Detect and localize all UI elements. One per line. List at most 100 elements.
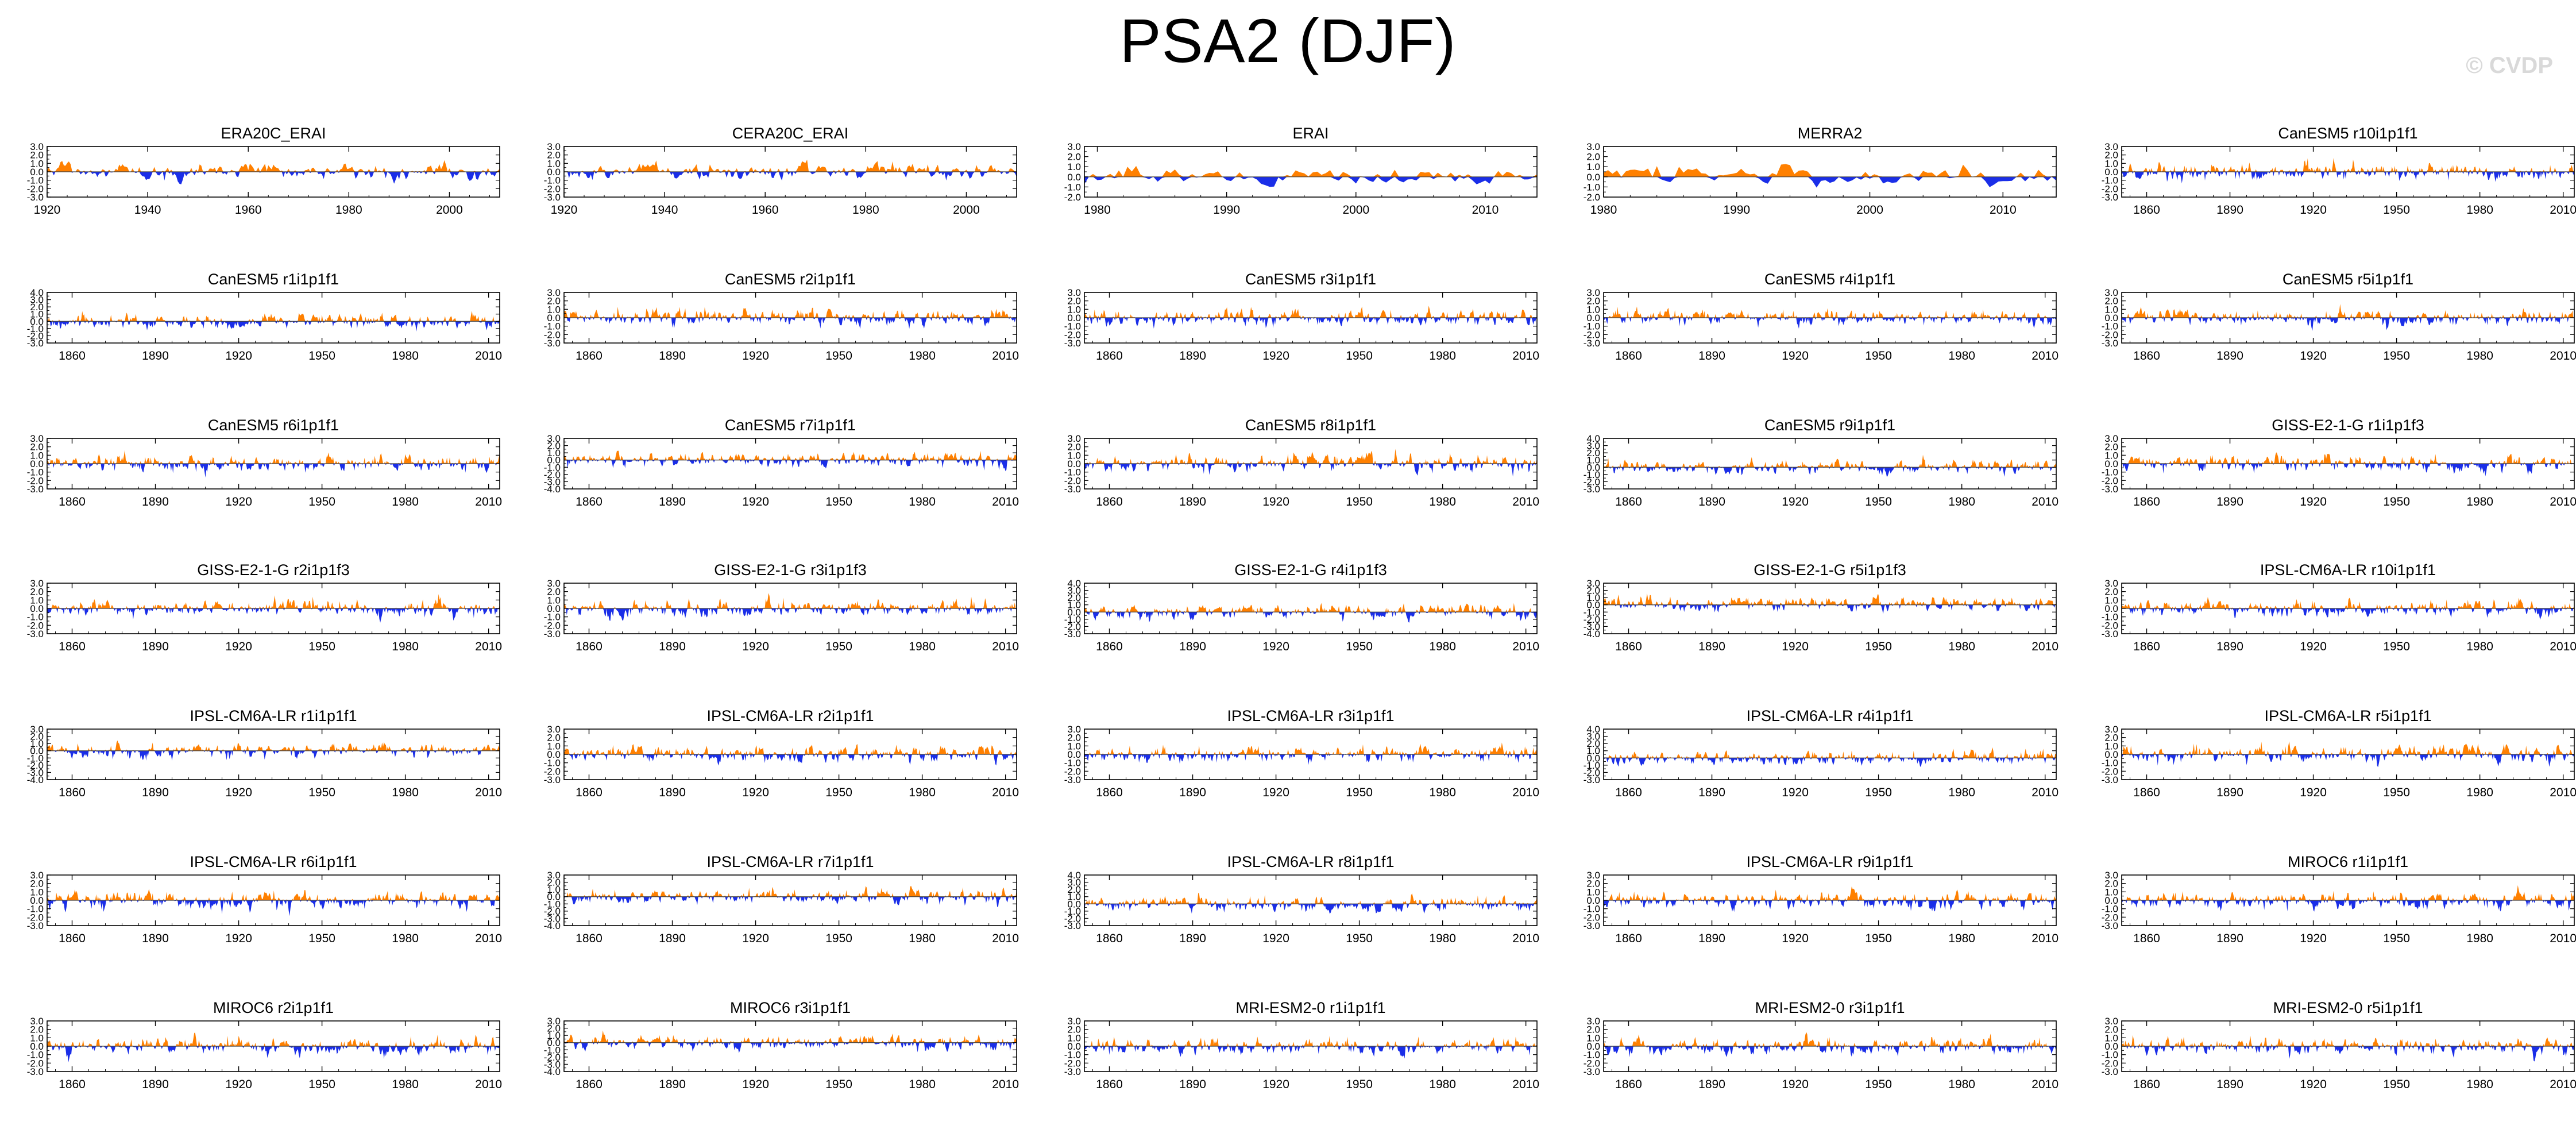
positive-area [564, 744, 1017, 754]
chart-panel: CanESM5 r10i1p1f13.02.01.00.0-1.0-2.0-3.… [2102, 125, 2576, 217]
positive-area [564, 160, 1017, 172]
x-tick-label: 1890 [1698, 1078, 1725, 1091]
x-tick-label: 2010 [1990, 203, 2017, 217]
x-tick-label: 1890 [659, 786, 686, 799]
x-tick-label: 2000 [953, 203, 980, 217]
chart-panel: MIROC6 r1i1p1f13.02.01.00.0-1.0-2.0-3.01… [2102, 853, 2576, 945]
x-tick-label: 1950 [825, 495, 852, 508]
x-tick-label: 1890 [142, 349, 169, 363]
x-tick-label: 1860 [59, 1078, 86, 1091]
x-tick-label: 1980 [909, 640, 936, 653]
negative-area [1084, 904, 1537, 914]
x-tick-label: 2010 [1512, 932, 1539, 945]
x-tick-label: 1980 [392, 932, 419, 945]
x-tick-label: 1920 [225, 495, 252, 508]
x-tick-label: 1950 [1865, 932, 1892, 945]
positive-area [1084, 893, 1537, 904]
x-tick-label: 1920 [2300, 786, 2327, 799]
chart-panel: CanESM5 r9i1p1f14.03.02.01.00.0-1.0-2.0-… [1584, 417, 2059, 508]
x-tick-label: 1950 [2383, 203, 2410, 217]
negative-area [1604, 318, 2056, 329]
negative-area [2122, 318, 2574, 331]
x-tick-label: 1860 [1096, 1078, 1123, 1091]
x-tick-label: 1980 [909, 786, 936, 799]
y-tick-label: -3.0 [27, 484, 44, 495]
y-tick-label: -3.0 [2102, 338, 2118, 349]
y-tick-label: -3.0 [1584, 484, 1600, 495]
x-tick-label: 1860 [1096, 495, 1123, 508]
positive-area [1604, 593, 2056, 605]
negative-area [1084, 612, 1537, 623]
y-tick-label: 1.0 [1067, 161, 1081, 172]
chart-panel: IPSL-CM6A-LR r4i1p1f14.03.02.01.00.0-1.0… [1584, 707, 2059, 799]
panel-title: CanESM5 r6i1p1f1 [208, 417, 339, 434]
x-tick-label: 1950 [308, 786, 335, 799]
panel-title: GISS-E2-1-G r1i1p1f3 [2272, 417, 2424, 434]
y-tick-label: 1.0 [1586, 161, 1600, 172]
x-tick-label: 2010 [2550, 349, 2576, 363]
x-tick-label: 1890 [2216, 640, 2243, 653]
x-tick-label: 1890 [142, 1078, 169, 1091]
negative-area [2122, 608, 2574, 620]
x-tick-label: 1860 [2133, 932, 2160, 945]
plot-frame [1604, 583, 2056, 634]
x-tick-label: 2000 [1342, 203, 1369, 217]
positive-area [1084, 449, 1537, 464]
chart-panel: CanESM5 r4i1p1f13.02.01.00.0-1.0-2.0-3.0… [1584, 271, 2059, 363]
chart-panel: MERRA23.02.01.00.0-1.0-2.01980 1990 2000 20… [1584, 125, 2056, 217]
x-tick-label: 1920 [225, 932, 252, 945]
y-tick-label: 0.0 [1067, 172, 1081, 183]
x-tick-label: 1920 [1782, 640, 1809, 653]
x-tick-label: 1860 [2133, 203, 2160, 217]
chart-panel: IPSL-CM6A-LR r9i1p1f13.02.01.00.0-1.0-2.… [1584, 853, 2059, 945]
y-tick-label: -3.0 [27, 192, 44, 203]
positive-area [1084, 1036, 1537, 1046]
y-tick-label: -3.0 [1584, 920, 1600, 931]
chart-panel: MIROC6 r2i1p1f13.02.01.00.0-1.0-2.0-3.01… [27, 999, 502, 1091]
x-tick-label: 2010 [475, 495, 502, 508]
y-tick-label: -3.0 [27, 920, 44, 931]
x-tick-label: 1950 [1346, 786, 1373, 799]
x-tick-label: 1920 [1262, 495, 1289, 508]
x-tick-label: 1980 [2466, 495, 2493, 508]
x-tick-label: 1860 [2133, 640, 2160, 653]
chart-panel: IPSL-CM6A-LR r3i1p1f13.02.01.00.0-1.0-2.… [1064, 707, 1539, 799]
x-tick-label: 1890 [1698, 349, 1725, 363]
x-tick-label: 2010 [475, 786, 502, 799]
y-tick-label: -3.0 [1064, 1066, 1081, 1077]
y-tick-label: 2.0 [1586, 152, 1600, 163]
x-tick-label: 1960 [752, 203, 779, 217]
x-tick-label: 2010 [475, 640, 502, 653]
x-tick-label: 1950 [825, 349, 852, 363]
x-tick-label: 1890 [142, 640, 169, 653]
panel-grid: ERA20C_ERAI3.02.01.00.0-1.0-2.0-3.01920 1… [0, 0, 2576, 1137]
panel-title: CanESM5 r9i1p1f1 [1764, 417, 1895, 434]
x-tick-label: 2010 [2550, 1078, 2576, 1091]
x-tick-label: 2010 [992, 349, 1019, 363]
panel-title: CanESM5 r5i1p1f1 [2283, 271, 2413, 288]
x-tick-label: 1860 [1615, 640, 1642, 653]
x-tick-label: 1890 [142, 932, 169, 945]
x-tick-label: 1920 [742, 640, 769, 653]
x-tick-label: 1860 [59, 495, 86, 508]
y-tick-label: -3.0 [544, 338, 561, 349]
positive-area [1604, 1032, 2056, 1046]
chart-panel: IPSL-CM6A-LR r7i1p1f13.02.01.00.0-1.0-2.… [544, 853, 1019, 945]
x-tick-label: 1860 [59, 786, 86, 799]
x-tick-label: 2010 [1512, 1078, 1539, 1091]
y-tick-label: -3.0 [27, 1066, 44, 1077]
x-tick-label: 1860 [59, 932, 86, 945]
x-tick-label: 2010 [475, 1078, 502, 1091]
x-tick-label: 1920 [551, 203, 578, 217]
x-tick-label: 1890 [2216, 203, 2243, 217]
x-tick-label: 1980 [392, 349, 419, 363]
y-tick-label: -3.0 [1064, 774, 1081, 785]
x-tick-label: 1920 [742, 495, 769, 508]
panel-title: IPSL-CM6A-LR r5i1p1f1 [2264, 707, 2431, 724]
positive-area [564, 307, 1017, 318]
x-tick-label: 1890 [659, 640, 686, 653]
negative-area [564, 754, 1017, 766]
x-tick-label: 1940 [651, 203, 678, 217]
panel-title: GISS-E2-1-G r4i1p1f3 [1234, 561, 1387, 579]
y-tick-label: -4.0 [1584, 629, 1600, 639]
